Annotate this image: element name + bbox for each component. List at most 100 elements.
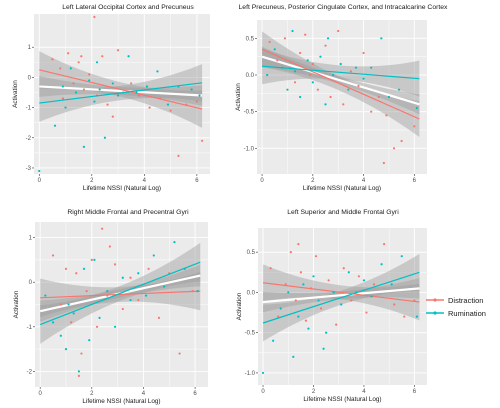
data-point-distraction (106, 103, 109, 106)
x-tick-label: 6 (413, 389, 417, 395)
data-point-rumination (93, 258, 96, 262)
data-point-rumination (69, 67, 72, 70)
data-point-rumination (292, 355, 295, 358)
data-point-rumination (77, 370, 80, 373)
x-tick-label: 4 (143, 178, 147, 184)
y-tick-label: -1.0 (244, 146, 255, 152)
data-point-rumination (127, 55, 130, 58)
data-point-distraction (77, 374, 80, 377)
data-point-rumination (266, 73, 269, 77)
data-point-distraction (324, 44, 327, 47)
data-point-rumination (293, 70, 297, 73)
data-point-distraction (377, 95, 380, 99)
data-point-distraction (357, 275, 360, 278)
data-point-distraction (393, 303, 396, 306)
data-point-rumination (332, 73, 335, 77)
data-point-distraction (88, 73, 91, 76)
data-point-rumination (116, 94, 120, 97)
data-point-distraction (70, 321, 73, 324)
data-point-rumination (324, 103, 327, 106)
x-tick-label: 0 (38, 178, 42, 184)
y-axis-label: Activation (235, 83, 242, 111)
data-point-rumination (53, 124, 57, 127)
data-point-distraction (178, 352, 181, 355)
data-point-rumination (415, 106, 418, 110)
legend-label-distraction: Distraction (448, 296, 483, 305)
data-point-rumination (347, 271, 350, 274)
data-point-distraction (349, 70, 352, 73)
data-point-distraction (403, 315, 406, 318)
data-point-distraction (385, 114, 388, 117)
data-point-distraction (269, 267, 272, 270)
data-point-distraction (113, 263, 117, 266)
data-point-rumination (64, 347, 68, 351)
x-tick-label: 4 (362, 389, 366, 395)
data-point-distraction (350, 299, 353, 302)
data-point-rumination (387, 95, 391, 99)
data-point-distraction (169, 109, 172, 112)
data-point-distraction (77, 61, 80, 64)
data-point-rumination (322, 347, 325, 350)
data-point-rumination (173, 240, 176, 244)
data-point-distraction (309, 73, 312, 77)
fit-line-distraction (40, 290, 201, 299)
data-point-distraction (177, 154, 180, 157)
data-point-distraction (59, 303, 62, 306)
data-point-distraction (80, 55, 83, 58)
data-point-rumination (137, 272, 140, 275)
data-point-distraction (289, 251, 292, 254)
x-tick-label: 0 (260, 178, 264, 184)
y-tick-label: -2 (26, 136, 32, 142)
legend-entry-distraction: Distraction (426, 296, 483, 305)
data-point-rumination (144, 294, 148, 297)
data-point-distraction (327, 279, 330, 282)
data-point-distraction (392, 147, 396, 150)
data-point-rumination (196, 290, 199, 293)
x-tick-label: 4 (362, 178, 366, 184)
data-point-distraction (299, 51, 302, 55)
data-point-distraction (342, 103, 345, 106)
data-point-distraction (276, 59, 279, 62)
x-tick-label: 6 (413, 178, 417, 184)
x-axis-label: Lifetime NSSI (Natural Log) (83, 185, 161, 192)
data-point-distraction (383, 243, 386, 246)
y-tick-label: 0 (28, 75, 32, 81)
legend-label-rumination: Rumination (448, 309, 486, 318)
data-point-distraction (268, 40, 271, 44)
data-point-rumination (61, 85, 64, 88)
data-point-distraction (121, 307, 124, 311)
data-point-rumination (190, 88, 193, 91)
fit-line-rumination (262, 65, 420, 80)
data-point-rumination (319, 55, 322, 58)
y-tick-label: 1 (29, 236, 33, 242)
data-point-rumination (82, 267, 86, 270)
data-point-distraction (101, 227, 104, 230)
data-point-rumination (317, 299, 320, 302)
data-point-rumination (400, 255, 403, 258)
data-point-rumination (307, 327, 310, 330)
data-point-distraction (129, 276, 132, 279)
data-point-distraction (304, 33, 307, 36)
data-point-distraction (51, 58, 54, 61)
data-point-distraction (314, 255, 318, 258)
panel-left-precuneus: 0 2 4 6 0.5 0.0 -0.5 -1.0 Left Precuneus, Poster… (235, 4, 448, 192)
data-point-distraction (95, 325, 99, 328)
data-point-rumination (113, 325, 117, 328)
data-point-rumination (156, 70, 159, 73)
data-point-rumination (95, 61, 99, 64)
data-point-distraction (294, 299, 297, 302)
x-tick-label: 0 (261, 389, 265, 395)
data-point-distraction (372, 283, 376, 286)
data-point-rumination (332, 291, 335, 294)
data-point-distraction (51, 254, 55, 257)
panel-title: Left Precuneus, Posterior Cingulate Cort… (239, 4, 449, 11)
data-point-distraction (148, 106, 151, 109)
data-point-rumination (347, 88, 350, 91)
fit-line-rumination (39, 82, 203, 104)
data-point-distraction (147, 267, 150, 270)
data-point-rumination (306, 59, 309, 62)
y-tick-label: 1 (28, 45, 32, 51)
data-point-rumination (111, 82, 114, 85)
data-point-rumination (302, 283, 305, 286)
